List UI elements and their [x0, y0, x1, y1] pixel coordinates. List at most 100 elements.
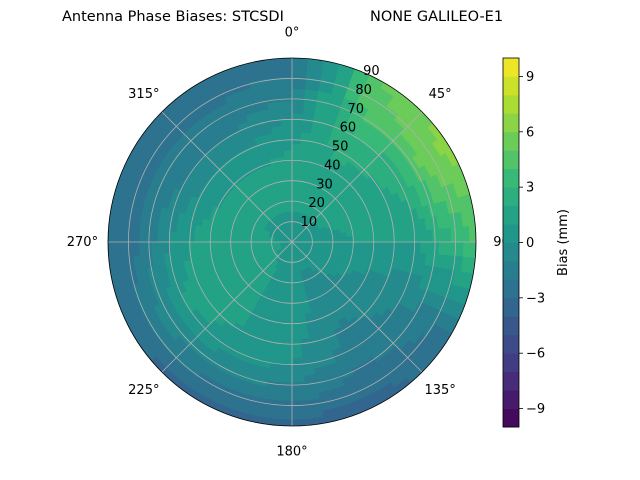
- contour-cell: [276, 406, 293, 415]
- colorbar-segment: [503, 353, 519, 373]
- contour-cell: [401, 241, 409, 253]
- colorbar-tick-label: −3: [526, 291, 545, 306]
- radial-tick-label: 10: [301, 215, 318, 230]
- contour-cell: [468, 241, 476, 259]
- contour-cell: [291, 112, 304, 121]
- angular-tick-label: 135°: [425, 383, 456, 398]
- contour-cell: [426, 229, 434, 243]
- contour-cell: [187, 241, 195, 252]
- contour-cell: [444, 227, 452, 243]
- contour-cell: [279, 376, 293, 384]
- radial-tick-label: 70: [347, 102, 364, 117]
- contour-cell: [285, 308, 293, 316]
- colorbar-label: Bias (mm): [556, 209, 571, 276]
- radial-tick-label: 80: [355, 83, 372, 98]
- contour-cell: [282, 339, 293, 347]
- radial-tick-label: 50: [332, 140, 349, 155]
- contour-cell: [291, 58, 309, 66]
- colorbar-segment: [503, 205, 519, 225]
- contour-cell: [316, 239, 323, 243]
- contour-cell: [286, 180, 293, 188]
- contour-cell: [407, 230, 415, 243]
- contour-cell: [291, 351, 303, 359]
- contour-cell: [156, 229, 165, 243]
- contour-cell: [211, 234, 219, 243]
- contour-cell: [282, 137, 293, 145]
- contour-cell: [419, 229, 428, 243]
- contour-cell: [279, 106, 293, 115]
- contour-cell: [291, 290, 298, 298]
- contour-cell: [328, 237, 336, 243]
- contour-cell: [126, 227, 134, 243]
- colorbar-tick-label: −6: [526, 347, 545, 362]
- colorbar-tick-label: 6: [526, 125, 534, 140]
- contour-cell: [284, 315, 293, 323]
- contour-cell: [389, 232, 397, 243]
- contour-cell: [291, 174, 299, 182]
- contour-cell: [285, 174, 293, 182]
- contour-cell: [291, 82, 307, 90]
- contour-cell: [346, 241, 354, 248]
- contour-cell: [285, 168, 293, 176]
- contour-cell: [346, 236, 354, 243]
- contour-cell: [377, 241, 385, 251]
- contour-cell: [224, 247, 232, 255]
- contour-cell: [280, 112, 293, 121]
- contour-cell: [287, 192, 293, 200]
- colorbar-segment: [503, 316, 519, 336]
- contour-cell: [156, 241, 165, 255]
- contour-cell: [365, 241, 373, 250]
- contour-cell: [291, 155, 300, 163]
- contour-cell: [352, 241, 360, 249]
- colorbar-segment: [503, 408, 519, 428]
- chart-title: Antenna Phase Biases: STCSDI: [62, 9, 284, 25]
- contour-cell: [150, 229, 158, 243]
- radial-tick-label: 20: [308, 196, 325, 211]
- angular-tick-label: 315°: [128, 87, 159, 102]
- contour-cell: [199, 233, 207, 243]
- contour-cell: [340, 236, 348, 243]
- contour-cell: [108, 241, 116, 259]
- contour-cell: [383, 241, 391, 251]
- contour-cell: [291, 180, 298, 188]
- colorbar-tick-label: 0: [526, 236, 534, 251]
- contour-cell: [284, 161, 293, 169]
- contour-cell: [371, 234, 379, 243]
- radial-tick-label: 90: [363, 64, 380, 79]
- contour-cell: [358, 241, 366, 249]
- contour-cell: [132, 227, 140, 243]
- contour-cell: [291, 315, 300, 323]
- contour-cell: [438, 228, 446, 243]
- contour-cell: [450, 227, 458, 243]
- contour-cell: [291, 272, 296, 280]
- contour-cell: [205, 241, 213, 250]
- contour-cell: [193, 241, 201, 251]
- contour-cell: [291, 119, 304, 127]
- colorbar-segment: [503, 242, 519, 262]
- contour-cell: [276, 412, 293, 421]
- contour-cell: [468, 225, 476, 243]
- polar-grid: [108, 58, 476, 426]
- contour-cell: [291, 308, 299, 316]
- contour-cell: [462, 226, 471, 243]
- contour-cell: [289, 211, 293, 218]
- contour-cell: [291, 394, 307, 402]
- contour-cell: [277, 400, 293, 408]
- contour-cell: [284, 155, 293, 163]
- contour-cell: [254, 241, 262, 246]
- contour-cell: [282, 131, 293, 139]
- colorbar-segment: [503, 371, 519, 391]
- contour-cell: [283, 149, 293, 157]
- contour-cell: [162, 241, 171, 254]
- angular-tick-label: 45°: [429, 87, 452, 102]
- contour-cell: [276, 63, 293, 72]
- contour-cell: [358, 228, 366, 237]
- contour-cell: [291, 149, 301, 157]
- angular-tick-label: 0°: [285, 25, 300, 40]
- contour-cell: [275, 418, 293, 426]
- contour-cell: [413, 230, 422, 243]
- contour-cell: [248, 241, 256, 247]
- contour-cell: [126, 241, 134, 257]
- contour-cell: [291, 400, 307, 408]
